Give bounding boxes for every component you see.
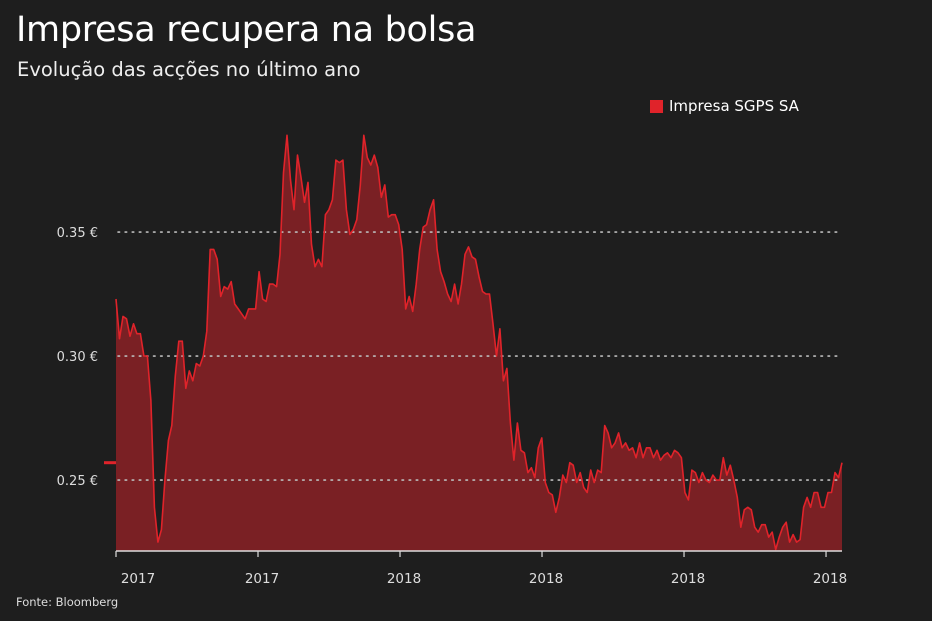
y-tick-label: 0.30 € [57,350,98,365]
source-note: Fonte: Bloomberg [16,595,119,609]
x-tick-label: 2018 [671,571,705,587]
x-tick-label: 2018 [387,571,421,587]
x-tick-label: 2017 [121,571,155,587]
x-tick-label: 2017 [245,571,279,587]
area-fill [116,135,842,552]
y-tick-label: 0.25 € [57,474,98,489]
chart-subtitle: Evolução das acções no último ano [17,58,361,81]
x-tick-label: 2018 [813,571,847,587]
legend-label: Impresa SGPS SA [669,97,799,115]
legend-swatch [650,99,663,113]
x-tick-label: 2018 [529,571,563,587]
legend: Impresa SGPS SA [650,97,799,115]
chart-title: Impresa recupera na bolsa [16,10,477,50]
y-tick-label: 0.35 € [57,226,98,241]
series-line [115,134,843,551]
